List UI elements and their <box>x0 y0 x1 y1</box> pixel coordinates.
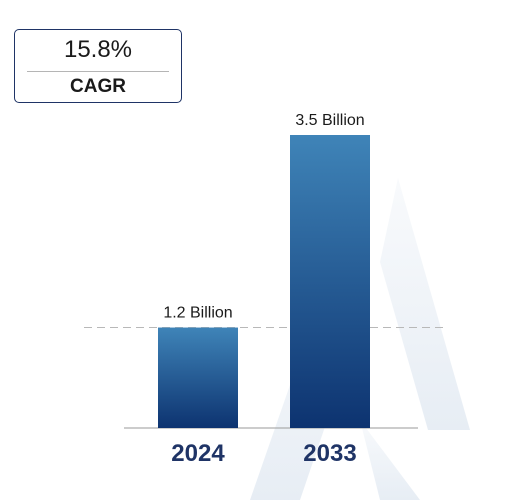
category-label-2024: 2024 <box>171 440 225 467</box>
bar-2033 <box>290 135 370 428</box>
data-label-2024: 1.2 Billion <box>163 305 232 322</box>
cagr-value: 15.8% <box>63 36 133 63</box>
cagr-box: 15.8% CAGR <box>14 29 182 103</box>
cagr-label: CAGR <box>70 76 126 97</box>
category-label-2033: 2033 <box>303 440 356 467</box>
cagr-divider <box>27 71 169 72</box>
data-label-2033: 3.5 Billion <box>295 112 364 129</box>
bar-2024 <box>158 327 238 428</box>
